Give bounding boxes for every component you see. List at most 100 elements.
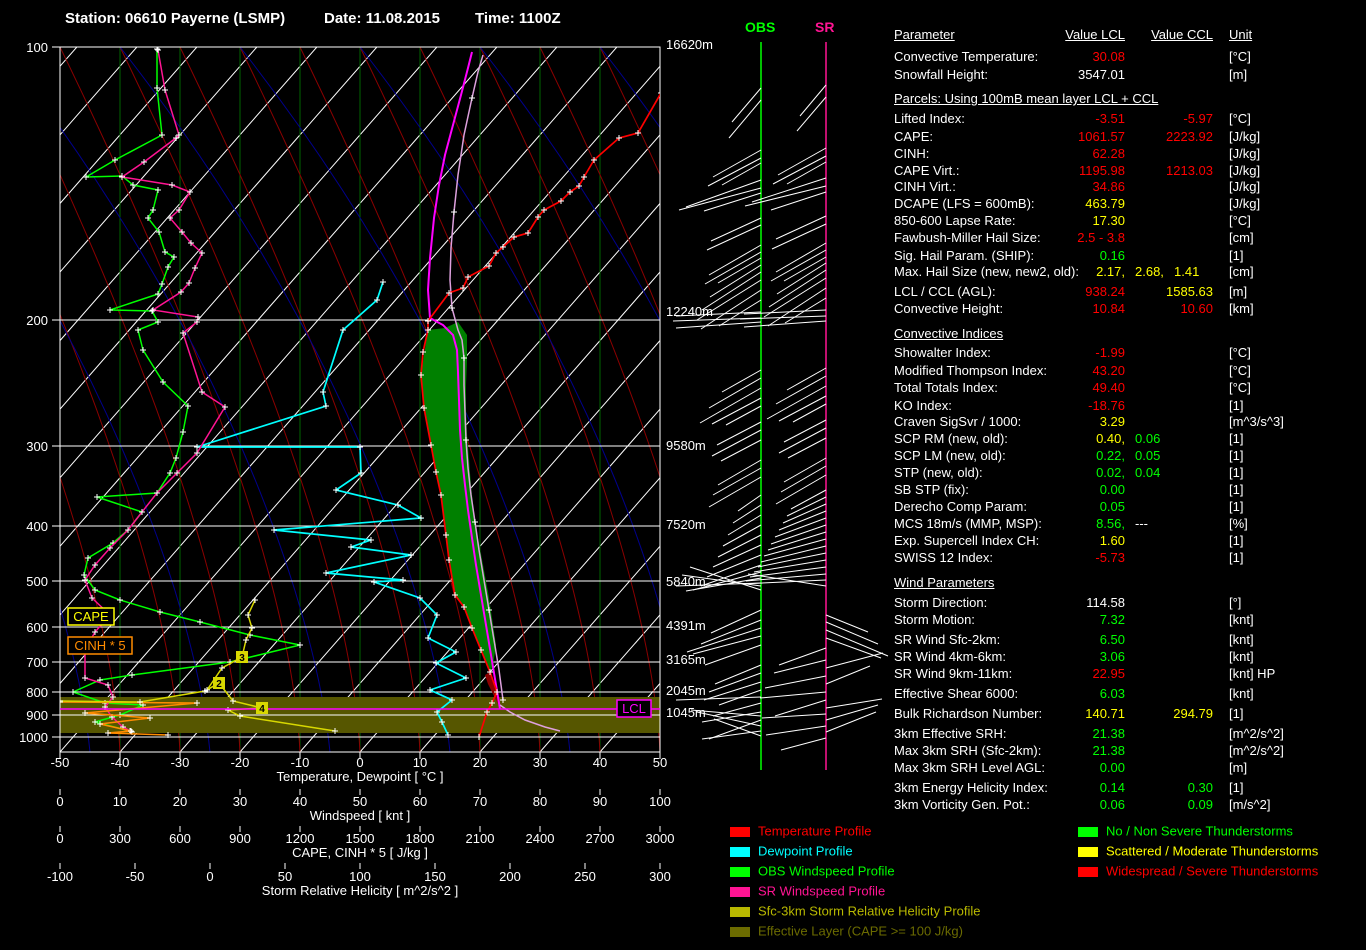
parameter-row: SR Wind Sfc-2km: 6.50 [knt] <box>880 632 1366 648</box>
parameter-label: Modified Thompson Index: <box>894 363 1047 378</box>
legend-item: Widespread / Severe Thunderstorms <box>1078 861 1318 881</box>
axis-tick-label: 300 <box>109 831 131 846</box>
parameter-row: Storm Direction: 114.58 [°] <box>880 595 1366 611</box>
column-header: Value CCL <box>1151 27 1213 42</box>
parameter-label: Convective Temperature: <box>894 49 1039 64</box>
value-lcl: 0.16 <box>1099 248 1125 263</box>
parameter-row: SWISS 12 Index: -5.73 [1] <box>880 550 1366 566</box>
unit-label: [1] <box>1229 398 1244 413</box>
legend-item: Dewpoint Profile <box>730 841 853 861</box>
sr-wind-profile <box>84 49 227 733</box>
value-lcl: 6.03 <box>1099 686 1125 701</box>
srh-km-marker: 2 <box>213 677 225 690</box>
legend-swatch <box>1078 866 1098 877</box>
legend-label: Temperature Profile <box>758 823 872 839</box>
parameter-row: SR Wind 4km-6km: 3.06 [knt] <box>880 649 1366 665</box>
legend-swatch <box>730 926 750 937</box>
unit-label: [m] <box>1229 67 1248 82</box>
pressure-tick-label: 500 <box>26 574 48 589</box>
value-lcl: 0.05 <box>1099 499 1125 514</box>
svg-text:3: 3 <box>239 653 245 664</box>
parameter-label: LCL / CCL (AGL): <box>894 284 996 299</box>
svg-text:LCL: LCL <box>622 701 646 716</box>
parameter-label: Storm Direction: <box>894 595 988 610</box>
parameter-label: SB STP (fix): <box>894 482 969 497</box>
parameter-row: 3km Effective SRH: 21.38 [m^2/s^2] <box>880 726 1366 742</box>
parameter-label: Convective Height: <box>894 301 1004 316</box>
axis-title: Windspeed [ knt ] <box>310 808 410 823</box>
value-ccl: 1585.63 <box>1166 284 1213 299</box>
unit-label: [knt] HP <box>1229 666 1276 681</box>
unit-label: [J/kg] <box>1229 146 1261 161</box>
parameter-row: 850-600 Lapse Rate: 17.30 [°C] <box>880 213 1366 229</box>
section-header: Convective Indices <box>894 326 1004 341</box>
date-title: Date: 11.08.2015 <box>324 10 440 27</box>
axis-tick-label: 3000 <box>646 831 675 846</box>
pressure-tick-label: 800 <box>26 685 48 700</box>
parameter-label: Snowfall Height: <box>894 67 988 82</box>
parameter-row: LCL / CCL (AGL): 938.24 1585.63 [m] <box>880 284 1366 300</box>
legend-swatch <box>730 846 750 857</box>
axis-tick-label: -20 <box>231 755 250 770</box>
axis-title: Temperature, Dewpoint [ °C ] <box>276 769 443 784</box>
x-axis-srh: -100 -50 0 50 100 150 200 250 300 Storm Relative … <box>47 863 671 898</box>
parameter-row: Sig. Hail Param. (SHIP): 0.16 [1] <box>880 248 1366 264</box>
table-header-row: Parameter Value LCL Value CCL Unit <box>880 27 1366 43</box>
unit-label: [°] <box>1229 595 1242 610</box>
axis-tick-label: 50 <box>278 869 292 884</box>
parameter-row: CAPE Virt.: 1195.98 1213.03 [J/kg] <box>880 163 1366 179</box>
legend-item: OBS Windspeed Profile <box>730 861 895 881</box>
height-label: 3165m <box>666 652 706 667</box>
axis-tick-label: -50 <box>51 755 70 770</box>
svg-text:2: 2 <box>216 679 222 690</box>
legend-swatch <box>730 906 750 917</box>
unit-label: [°C] <box>1229 49 1251 64</box>
parameter-row: Storm Motion: 7.32 [knt] <box>880 612 1366 628</box>
unit-label: [m^2/s^2] <box>1229 726 1284 741</box>
value-lcl: 34.86 <box>1092 179 1125 194</box>
value-lcl: 22.95 <box>1092 666 1125 681</box>
parameter-row: KO Index: -18.76 [1] <box>880 398 1366 414</box>
unit-label: [J/kg] <box>1229 129 1261 144</box>
value-lcl: 30.08 <box>1092 49 1125 64</box>
axis-tick-label: 200 <box>499 869 521 884</box>
value-lcl: 3.06 <box>1099 649 1125 664</box>
axis-tick-label: 1500 <box>346 831 375 846</box>
legend-swatch <box>730 866 750 877</box>
axis-title: CAPE, CINH * 5 [ J/kg ] <box>292 845 428 860</box>
cinh5-profile <box>60 701 198 736</box>
parameter-label: SR Wind 4km-6km: <box>894 649 1006 664</box>
axis-tick-label: -10 <box>291 755 310 770</box>
value-lcl: 2.17, <box>1096 264 1125 279</box>
cape-area <box>421 322 496 672</box>
parameter-label: Max 3km SRH (Sfc-2km): <box>894 743 1042 758</box>
value-lcl: 1061.57 <box>1078 129 1125 144</box>
axis-title: Storm Relative Helicity [ m^2/s^2 ] <box>262 883 458 898</box>
value-lcl: 0.14 <box>1099 780 1125 795</box>
unit-label: [m/s^2] <box>1229 797 1271 812</box>
svg-text:CINH * 5: CINH * 5 <box>74 638 125 653</box>
value-lcl: 0.06 <box>1099 797 1125 812</box>
unit-label: [J/kg] <box>1229 196 1261 211</box>
annotation-lcl: LCL <box>616 699 652 718</box>
height-label: 12240m <box>666 304 713 319</box>
value-lcl: 21.38 <box>1092 726 1125 741</box>
value-lcl: 114.58 <box>1086 595 1125 610</box>
pressure-tick-label: 100 <box>26 40 48 55</box>
parameter-label: Lifted Index: <box>894 111 965 126</box>
axis-tick-label: 100 <box>649 794 671 809</box>
obs-wind-column: OBS <box>672 19 775 770</box>
legend-label: Effective Layer (CAPE >= 100 J/kg) <box>758 923 963 939</box>
pressure-tick-label: 600 <box>26 620 48 635</box>
parameter-label: SWISS 12 Index: <box>894 550 993 565</box>
svg-text:4: 4 <box>259 704 265 715</box>
unit-label: [°C] <box>1229 380 1251 395</box>
value-lcl: 0.00 <box>1099 482 1125 497</box>
axis-tick-label: 0 <box>356 755 363 770</box>
column-header: Value LCL <box>1065 27 1125 42</box>
parameter-label: SCP RM (new, old): <box>894 431 1008 446</box>
axis-tick-label: 0 <box>56 831 63 846</box>
height-label: 4391m <box>666 618 706 633</box>
parameter-label: Storm Motion: <box>894 612 975 627</box>
parameter-label: Bulk Richardson Number: <box>894 706 1043 721</box>
